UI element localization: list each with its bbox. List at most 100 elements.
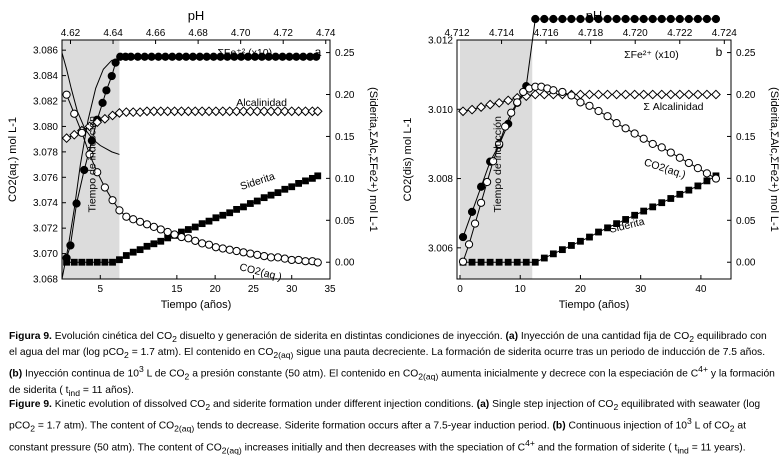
caption-es-text: Inyección continua de 10 xyxy=(22,368,139,380)
panel-a-x-tick-label: 35 xyxy=(324,284,336,295)
panel-a-point-fe-2-x10 xyxy=(188,52,198,61)
panel-b-point-siderita xyxy=(568,242,575,249)
caption-en-text: and siderite formation under different i… xyxy=(210,399,477,410)
caption-es-text: aumenta inicialmente y decrece con la es… xyxy=(438,368,699,380)
panel-b-x-tick-label: 20 xyxy=(575,284,587,295)
panel-a-point-fe-2-x10 xyxy=(285,52,294,61)
caption-en-sup: 4+ xyxy=(525,437,535,448)
panel-a-point-siderita xyxy=(260,194,268,202)
panel-b-point-alcalinidad xyxy=(692,89,703,100)
panel-b-y-right-tick-label: 0.00 xyxy=(736,258,756,269)
panel-b-alc-label: Σ Alcalinidad xyxy=(643,101,703,113)
panel-b-point-co2-aq xyxy=(630,129,639,138)
panel-b-point-fe2-x10 xyxy=(702,14,712,24)
panel-a-point-co2-aq xyxy=(253,250,262,259)
panel-a-point-co2-aq xyxy=(239,248,248,257)
panel-b-point-fe2-x10 xyxy=(693,14,702,24)
panel-a-point-siderita xyxy=(78,258,86,266)
caption-en-text: tends to decrease. Siderite formation oc… xyxy=(194,420,553,432)
panel-a-point-co2-aq xyxy=(301,257,310,266)
panel-a-x-tick-label: 20 xyxy=(210,284,222,295)
panel-b-point-siderita xyxy=(640,207,648,215)
caption-es-text: y la formación de siderita ( t xyxy=(9,368,775,396)
panel-a-x-tick-label: 25 xyxy=(248,284,260,295)
panel-a-point-alcalinidad xyxy=(231,106,242,117)
panel-b-induction-label: Tiempo de inducción xyxy=(492,116,504,213)
caption-en-text: Kinetic evolution of dissolved CO xyxy=(51,399,206,410)
caption-en-text: = 11 years). xyxy=(688,441,746,453)
panel-a-point-co2-aq xyxy=(93,168,102,177)
panel-b-point-fe2-x10 xyxy=(567,14,576,24)
caption-en-sub: 2 xyxy=(729,423,735,434)
panel-a-point-siderita xyxy=(184,226,192,233)
caption-es-label-b: (b) xyxy=(9,368,23,380)
panel-b-point-fe2-x10 xyxy=(531,14,540,24)
caption-en-fig: Figure 9. xyxy=(9,399,52,410)
panel-b-point-co2-aq xyxy=(603,112,612,121)
panel-a-point-siderita xyxy=(302,177,309,185)
panel-a-point-fe-2-x10 xyxy=(292,52,301,61)
panel-a-point-co2-aq xyxy=(108,196,117,205)
panel-a-point-alcalinidad xyxy=(273,106,283,117)
panel-b-y-right-tick-label: 0.10 xyxy=(736,174,756,185)
panel-a-point-siderita xyxy=(129,248,137,256)
panel-a-point-co2-aq xyxy=(70,109,79,118)
panel-a-point-siderita xyxy=(116,256,123,264)
panel-b-y-right-tick-label: 0.25 xyxy=(736,48,756,59)
panel-b-point-co2-aq xyxy=(657,143,666,152)
panel-b-point-co2-aq xyxy=(495,139,504,149)
panel-b-point-fe2-x10 xyxy=(585,14,594,24)
panel-b-point-fe2-x10 xyxy=(540,14,549,24)
panel-a-point-siderita xyxy=(212,214,220,222)
panel-b-point-fe2-x10 xyxy=(576,14,585,24)
caption-es-text: Evolución cinética del CO xyxy=(51,331,173,342)
panel-a-point-co2-aq xyxy=(163,227,172,237)
panel-b-point-fe2-x10 xyxy=(657,14,666,24)
panel-a-point-siderita xyxy=(109,258,116,266)
panel-a-point-siderita xyxy=(93,258,101,266)
caption-en-text: and the formation of siderite ( t xyxy=(534,441,678,453)
panel-a-point-co2-aq xyxy=(225,245,234,254)
panel-a-point-fe-2-x10 xyxy=(181,52,191,61)
panel-a-point-co2-aq xyxy=(287,255,296,265)
panel-a-point-co2-aq xyxy=(246,249,255,258)
caption-es-sub: ind xyxy=(68,387,80,398)
panel-b-point-fe2-x10 xyxy=(621,14,630,24)
panel-a-y-left-tick-label: 3.080 xyxy=(33,122,58,133)
caption-en-sub: 2(aq) xyxy=(174,423,195,434)
panel-a-point-alcalinidad xyxy=(259,106,270,117)
caption-es-sub: 2 xyxy=(124,350,129,361)
panel-b-point-siderita xyxy=(649,203,657,211)
panel-a-point-fe-2-x10 xyxy=(80,165,89,175)
panel-b-x-axis-title: Tiempo (años) xyxy=(559,299,630,311)
panel-a-point-alcalinidad xyxy=(169,106,180,117)
panel-a-point-fe-2-x10 xyxy=(209,52,218,61)
panel-b-point-siderita xyxy=(604,224,611,232)
panel-a-point-alcalinidad xyxy=(99,113,110,124)
panel-a-point-alcalinidad xyxy=(252,106,263,117)
panel-a-point-alcalinidad xyxy=(204,106,214,117)
panel-b-point-co2-aq xyxy=(501,122,510,131)
panel-a-x-tick-label: 5 xyxy=(98,284,104,295)
panel-b-point-co2-aq xyxy=(507,108,516,117)
panel-b-point-fe2-x10 xyxy=(675,14,684,24)
panel-b-point-siderita xyxy=(495,258,503,266)
caption-spanish: Figura 9. Evolución cinética del CO2 dis… xyxy=(9,330,775,400)
panel-a-point-co2-aq xyxy=(100,183,109,192)
panel-a-y-left-title: CO2(aq.) mol L-1 xyxy=(7,117,19,202)
panel-a-point-fe-2-x10 xyxy=(299,52,308,61)
panel-b-y-right-tick-label: 0.05 xyxy=(736,216,756,227)
caption-es-label-a: (a) xyxy=(505,331,519,342)
caption-es-fig: Figura 9. xyxy=(9,331,52,342)
panel-b-top-tick-label: 4.724 xyxy=(712,28,737,39)
panel-a-y-left-tick-label: 3.084 xyxy=(33,71,58,82)
panel-b-point-alcalinidad xyxy=(503,95,514,106)
panel-b-point-fe2-x10 xyxy=(594,14,603,24)
panel-b-point-siderita xyxy=(595,228,602,236)
panel-b-y-left-tick-label: 3.012 xyxy=(428,36,453,47)
panel-b-siderita-label: Siderita xyxy=(608,216,646,236)
panel-a-point-co2-aq xyxy=(198,239,207,248)
panel-b-point-co2-aq xyxy=(702,169,712,178)
panel-a-top-tick-label: 4.68 xyxy=(188,28,208,39)
panel-a-point-alcalinidad xyxy=(84,121,95,132)
